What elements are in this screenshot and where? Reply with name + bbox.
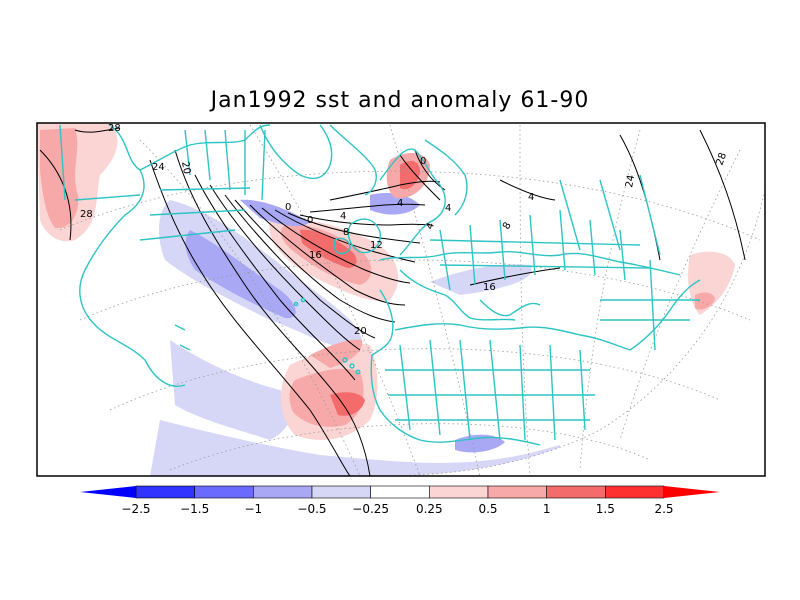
colorbar-tick-label: −0.5 (297, 502, 326, 516)
contour-label-4-baltic-b: 4 (424, 221, 437, 231)
contour-label-4-siberia: 4 (528, 192, 534, 203)
colorbar-tick-label: −0.25 (352, 502, 389, 516)
graticule (59, 124, 761, 476)
colorbar-box (135, 485, 195, 499)
colorbar-box (487, 485, 547, 499)
colorbar-tick-label: −1.5 (180, 502, 209, 516)
cold-anomaly-lower (170, 340, 291, 440)
contour-label-4-baltic-a: 4 (445, 203, 451, 214)
colorbar-box (370, 485, 430, 499)
contour-label-4-norway: 4 (397, 198, 403, 209)
warm-anomaly-east-core (695, 292, 715, 310)
colorbar-tick-label: −2.5 (121, 502, 150, 516)
coastlines (59, 124, 701, 446)
contour-label-16-atlantic: 16 (309, 250, 322, 261)
contour-label-0-north-a: 0 (285, 202, 291, 213)
colorbar-tick-label: −1 (244, 502, 262, 516)
colorbar-left-arrow (80, 486, 136, 498)
colorbar-box (253, 485, 313, 499)
map-domain-edge (379, 189, 765, 476)
contour-label-16-med: 16 (483, 282, 496, 293)
colorbar-box (429, 485, 489, 499)
contour-label-8-europe: 8 (501, 220, 514, 231)
colorbar-tick-label: 1.5 (596, 502, 615, 516)
colorbar-box (311, 485, 371, 499)
colorbar-labels: −2.5 −1.5 −1 −0.5 −0.25 0.25 0.5 1 1.5 2.5 (121, 502, 673, 516)
map-title: Jan1992 sst and anomaly 61-90 (210, 88, 590, 113)
colorbar-tick-label: 2.5 (654, 502, 673, 516)
colorbar-box (546, 485, 606, 499)
contour-labels: 28 28 24 20 0 0 4 8 12 16 20 0 4 4 4 8 1… (80, 123, 729, 337)
colorbar-box (194, 485, 254, 499)
contour-label-28-east: 28 (714, 151, 729, 167)
contour-label-20-west: 20 (179, 161, 192, 175)
cold-anomaly-med (430, 264, 532, 295)
cold-anomaly-sw (150, 420, 560, 476)
contour-label-8-north: 8 (343, 227, 349, 238)
contour-label-0-north-b: 0 (307, 215, 313, 226)
cold-anomaly-norway-2 (370, 193, 420, 215)
map-frame (36, 122, 766, 477)
colorbar-tick-label: 0.25 (416, 502, 443, 516)
contour-label-20-atlantic: 20 (354, 326, 367, 337)
contour-label-12: 12 (370, 240, 383, 251)
contour-label-28-west: 28 (80, 209, 93, 220)
contour-label-28-nw: 28 (108, 123, 121, 134)
contour-label-0-scandinavia: 0 (420, 156, 426, 167)
colorbar-tick-label: 1 (543, 502, 551, 516)
colorbar-right-arrow (664, 486, 720, 498)
contour-label-4-north: 4 (340, 211, 346, 222)
sst-contours (39, 127, 746, 476)
warm-anomaly-europe-core (300, 229, 357, 268)
colorbar-box (605, 485, 665, 499)
colorbar-tick-label: 0.5 (478, 502, 497, 516)
contour-label-24-west: 24 (152, 162, 165, 173)
warm-anomaly-africa-upper (310, 339, 363, 368)
colorbar-boxes (80, 485, 720, 499)
contour-label-24-east: 24 (624, 174, 637, 188)
